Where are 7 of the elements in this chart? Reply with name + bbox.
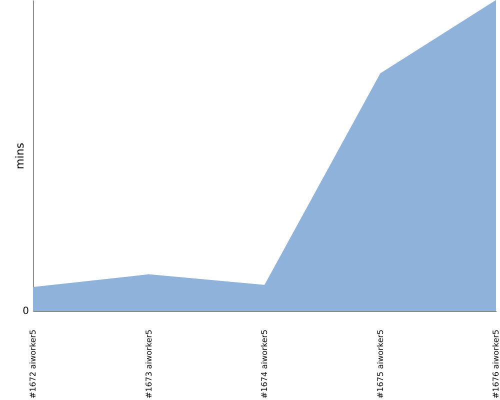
x-tick-label: #1674 aiworker5	[260, 330, 269, 399]
x-tick-label: #1675 aiworker5	[376, 330, 385, 399]
annotation: 0	[22, 306, 29, 317]
x-tick-label: #1672 aiworker5	[28, 330, 38, 399]
x-tick-label: #1676 aiworker5	[492, 330, 500, 399]
x-tick-label: #1673 aiworker5	[144, 330, 154, 399]
y-axis-title: mins	[14, 142, 26, 170]
